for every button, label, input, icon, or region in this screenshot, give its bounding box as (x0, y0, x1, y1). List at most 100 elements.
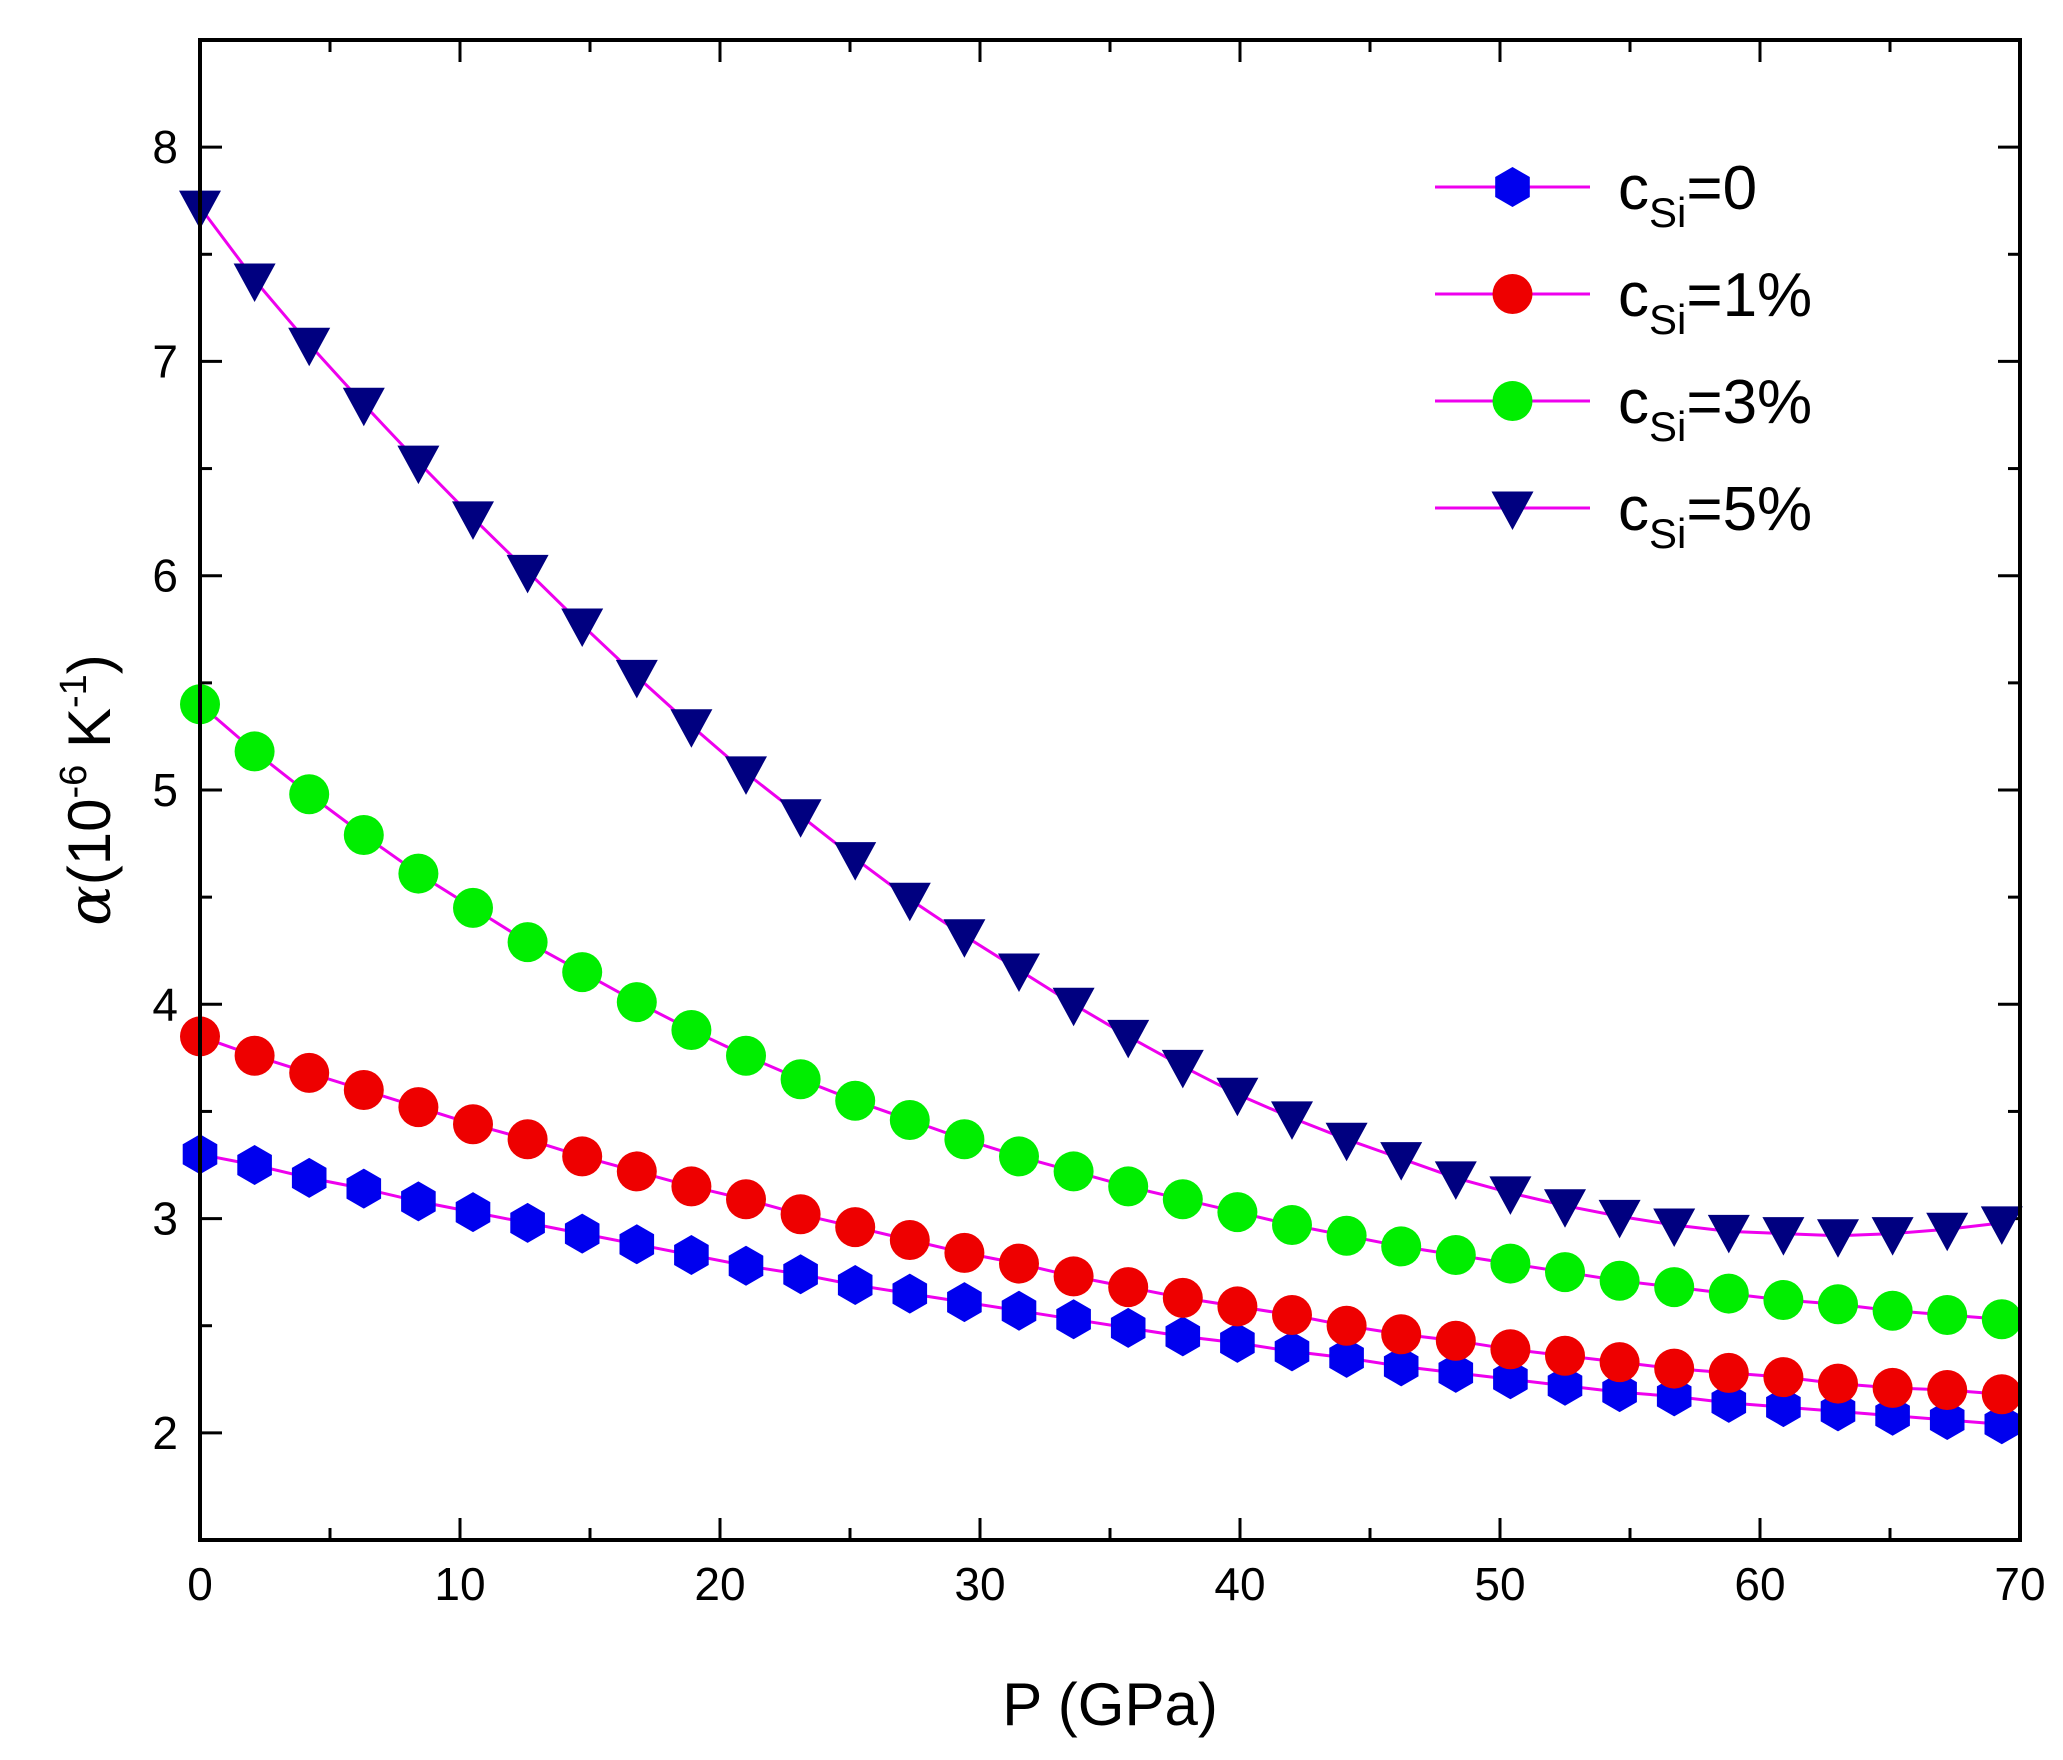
data-point (1053, 1256, 1094, 1297)
data-point (1326, 1215, 1367, 1256)
y-axis-exp1: -6 (53, 765, 95, 799)
tick-labels: 0 10 20 30 40 50 60 70 2 3 4 5 6 7 8 (152, 121, 2045, 1610)
legend-item-1: cSi=1% (1435, 261, 1812, 343)
data-point (1981, 1299, 2022, 1340)
y-tick-label: 8 (152, 121, 178, 173)
data-point (398, 1087, 439, 1128)
data-point (1547, 1365, 1583, 1406)
data-point (1929, 1400, 1965, 1440)
data-point (728, 1245, 764, 1286)
legend-marker (1492, 381, 1533, 421)
data-point (1599, 1342, 1640, 1383)
data-point (288, 327, 331, 367)
data-point (889, 1100, 930, 1140)
data-point (1438, 1352, 1474, 1393)
data-point (564, 1213, 600, 1254)
data-point (999, 1243, 1039, 1284)
data-point (835, 1080, 876, 1121)
data-point (1052, 987, 1095, 1027)
data-point (671, 1166, 712, 1207)
data-point (998, 953, 1040, 992)
data-point (1654, 1267, 1695, 1308)
x-tick-label: 50 (1474, 1558, 1525, 1610)
legend-label-main: c (1618, 261, 1649, 330)
legend-label: cSi=3% (1618, 368, 1812, 450)
data-point (1602, 1372, 1637, 1413)
data-point (1274, 1331, 1310, 1372)
data-point (1490, 1243, 1531, 1284)
legend-label-rest: =1% (1686, 261, 1812, 330)
y-axis-title: α(10-6 K-1) (53, 654, 125, 926)
data-point (507, 1119, 548, 1160)
data-point (343, 1070, 384, 1110)
data-point (619, 1224, 655, 1265)
data-point (1762, 1217, 1805, 1256)
data-point (291, 1157, 327, 1198)
x-tick-label: 40 (1214, 1558, 1265, 1610)
data-point (1383, 1346, 1419, 1387)
data-point (1220, 1322, 1255, 1363)
data-point (1872, 1367, 1913, 1408)
legend-label-sub: Si (1649, 189, 1686, 236)
y-axis-exp2: -1 (53, 674, 95, 708)
legend-item-3: cSi=5% (1435, 475, 1812, 557)
data-point (1162, 1277, 1203, 1318)
y-tick-label: 3 (152, 1193, 178, 1245)
data-point (1818, 1284, 1858, 1325)
data-point (346, 1168, 382, 1209)
data-point (1653, 1208, 1696, 1247)
x-axis-title: P (GPa) (1002, 1671, 1218, 1738)
data-point (1271, 1101, 1313, 1140)
data-point (1766, 1387, 1801, 1428)
legend-item-0: cSi=0 (1435, 154, 1757, 236)
data-point (1545, 1252, 1585, 1293)
x-tick-label: 30 (954, 1558, 1005, 1610)
data-point (342, 387, 385, 427)
data-point (1162, 1179, 1203, 1220)
data-point (837, 1265, 873, 1305)
data-point (1763, 1280, 1804, 1320)
legend-label-rest: =5% (1686, 475, 1812, 544)
data-point (507, 922, 548, 963)
data-point (779, 799, 822, 838)
x-tick-label: 70 (1994, 1558, 2045, 1610)
data-point (452, 501, 494, 540)
data-point (1217, 1286, 1258, 1327)
data-point (889, 1220, 930, 1260)
data-point (1708, 1273, 1749, 1314)
y-axis-symbol: α (55, 885, 125, 926)
data-point (234, 731, 275, 772)
data-point (999, 1136, 1039, 1177)
y-axis-text-after: ) (56, 654, 123, 674)
data-point (1326, 1305, 1367, 1346)
data-point (1763, 1357, 1804, 1398)
data-point (670, 709, 713, 748)
y-tick-label: 2 (152, 1407, 178, 1459)
data-point (1872, 1290, 1913, 1331)
data-point (1489, 1176, 1532, 1215)
data-point (944, 1232, 985, 1273)
data-point (398, 853, 439, 894)
data-point (947, 1282, 982, 1323)
data-point (726, 1035, 766, 1076)
data-point (726, 1179, 766, 1220)
data-point (1161, 1049, 1204, 1089)
plot-frame (198, 38, 2022, 1542)
data-point (892, 1273, 928, 1314)
data-point (455, 1192, 491, 1233)
data-point (343, 815, 384, 855)
legend-label-main: c (1618, 368, 1649, 437)
data-point (1325, 1122, 1368, 1162)
data-point (725, 756, 767, 795)
data-point (562, 952, 603, 993)
legend-marker (1495, 167, 1530, 207)
data-point (674, 1235, 709, 1275)
legend-label-sub: Si (1649, 403, 1686, 450)
legend-label-main: c (1618, 475, 1649, 544)
data-point (1598, 1199, 1641, 1239)
data-point (1272, 1295, 1312, 1335)
data-point (1599, 1260, 1640, 1301)
data-point (510, 1202, 545, 1243)
